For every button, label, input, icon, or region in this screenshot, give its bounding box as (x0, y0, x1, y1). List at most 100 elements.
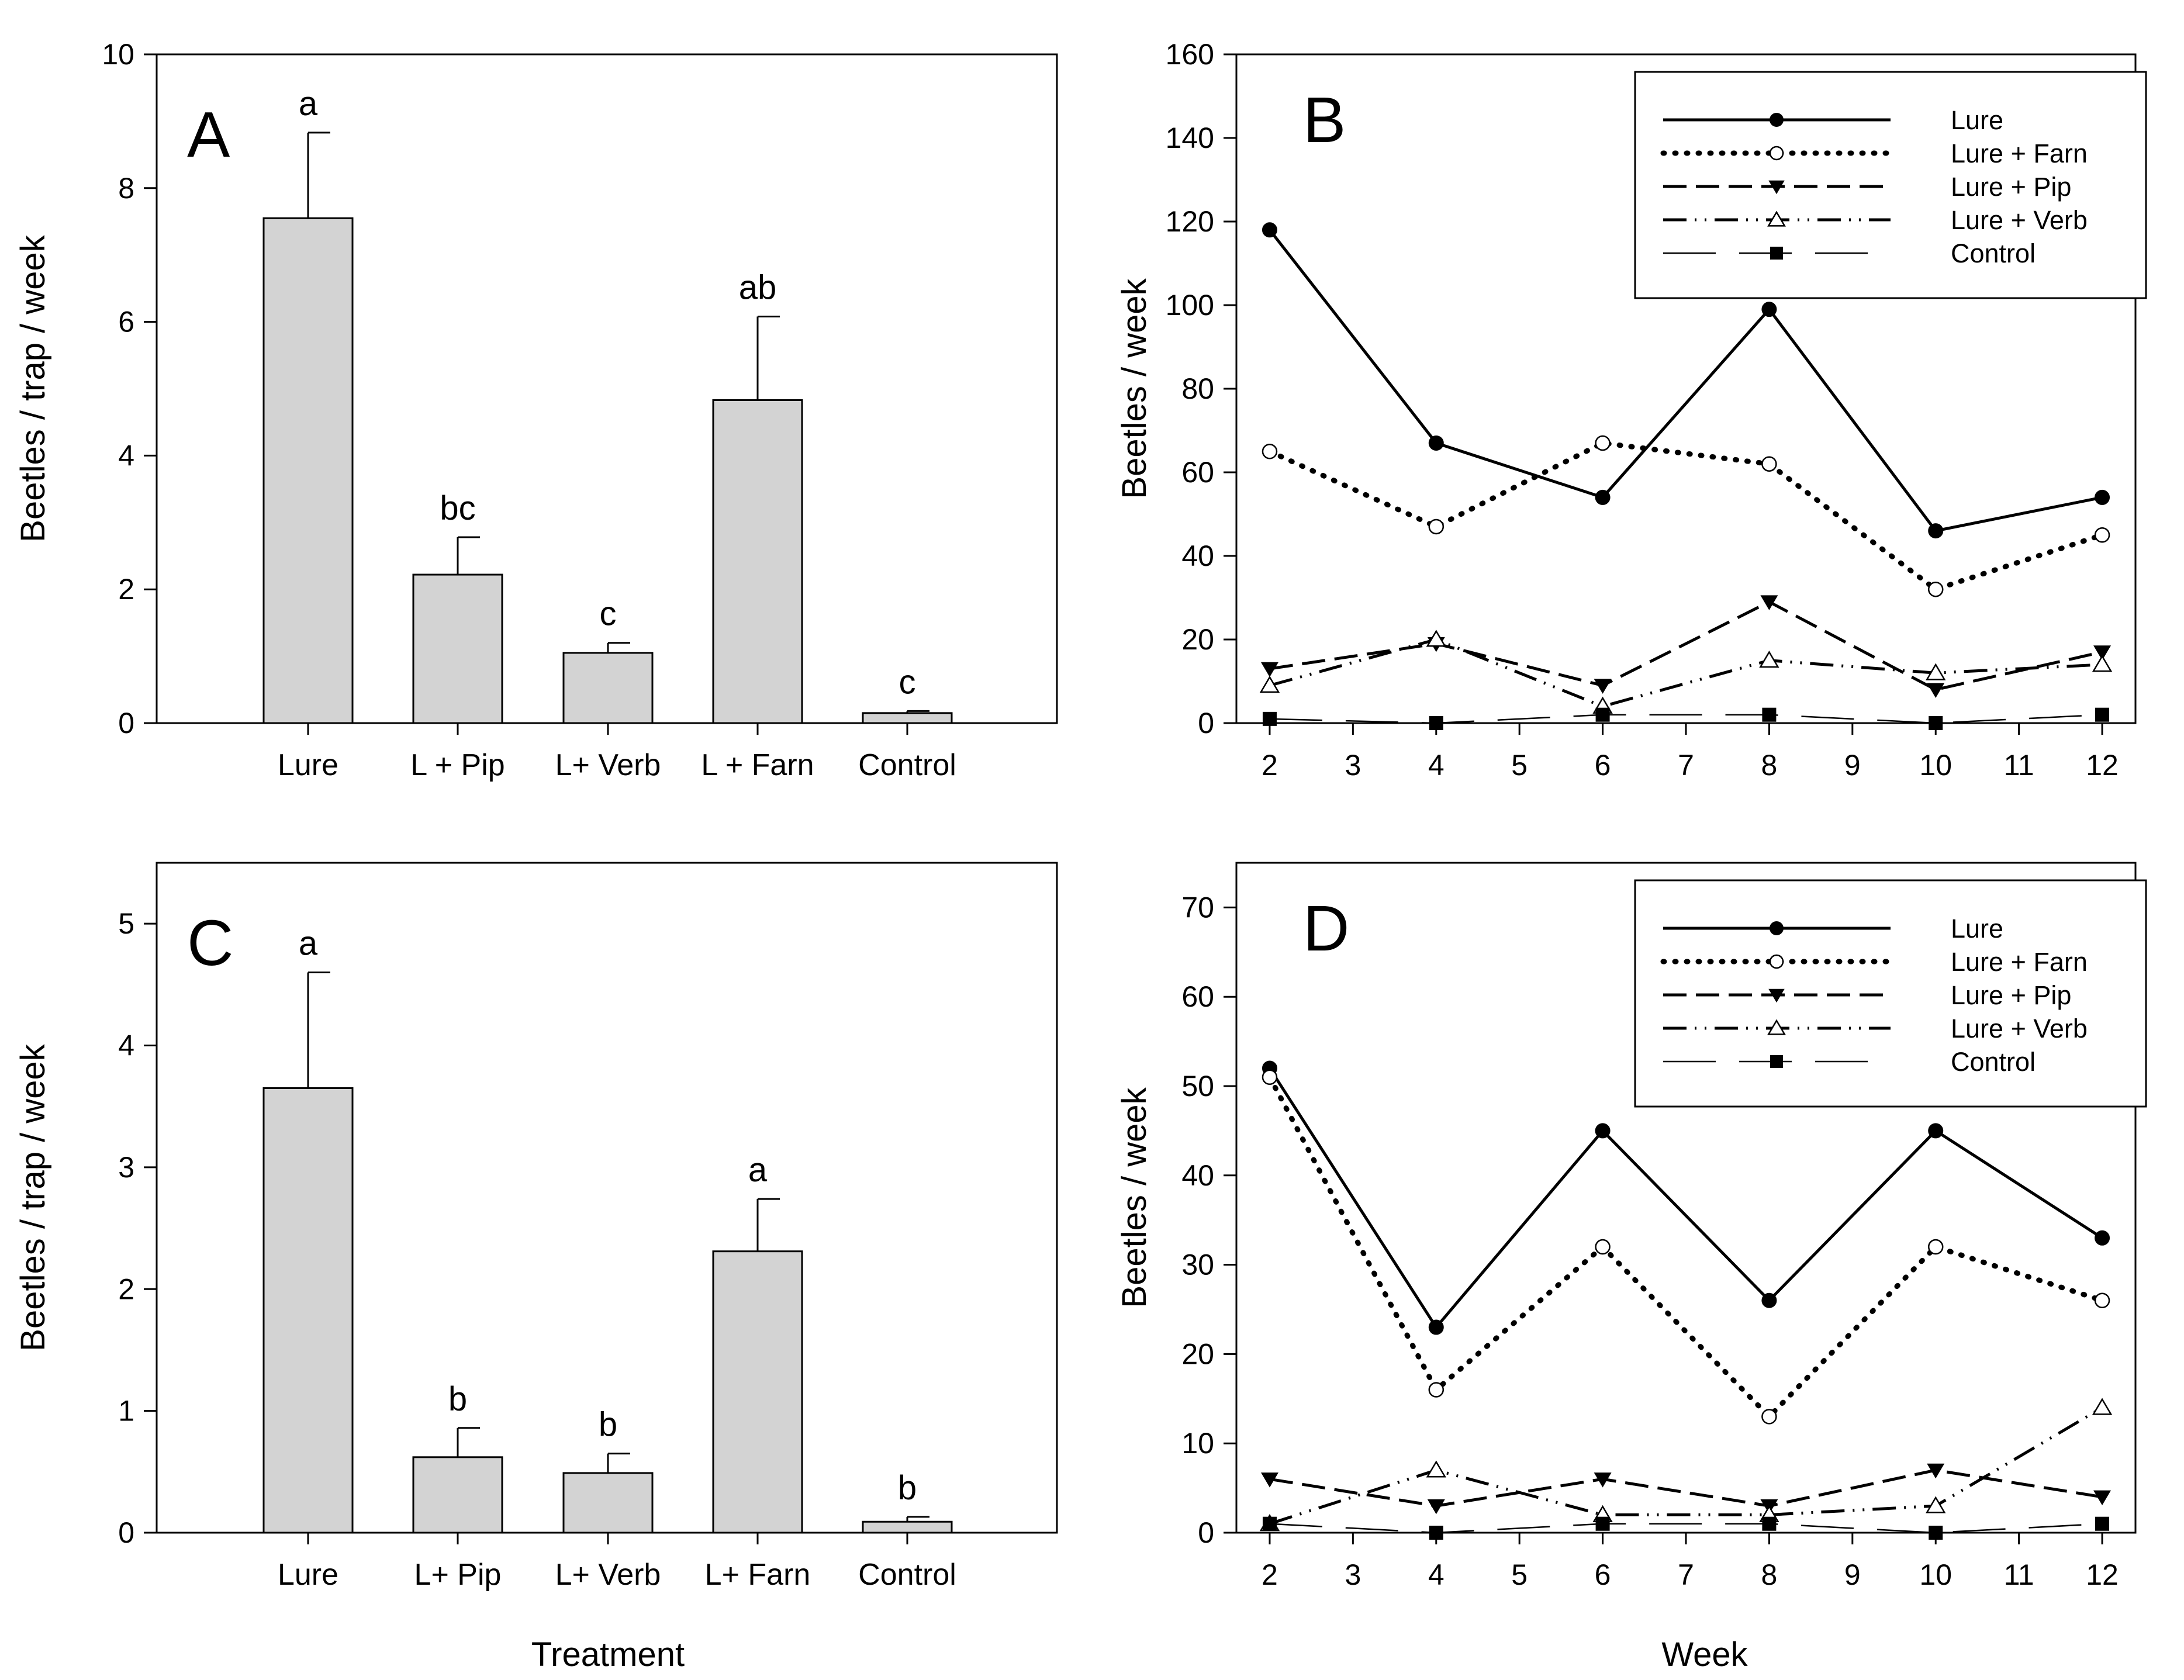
x-tick-label: 11 (2004, 1558, 2034, 1591)
data-point-lure (1595, 489, 1611, 505)
data-point-lure-pip (2093, 645, 2112, 661)
bar-l-farn (712, 1250, 803, 1534)
legend-marker-lure (1770, 113, 1784, 127)
data-point-lure-verb (2092, 655, 2113, 672)
significance-label: c (600, 595, 617, 633)
legend-label: Control (1951, 238, 2036, 268)
significance-label: a (748, 1151, 768, 1189)
y-tick-label: 120 (1166, 205, 1214, 238)
bar-control (862, 1520, 953, 1534)
data-point-control (1429, 716, 1443, 730)
series-line-lure (1268, 229, 2103, 533)
y-tick-label: 6 (118, 306, 134, 338)
data-point-control (1762, 1516, 1777, 1531)
data-point-lure (1262, 222, 1277, 238)
legend-marker-control (1770, 247, 1783, 260)
bar-lure (262, 217, 354, 724)
x-tick-label: 4 (1428, 749, 1445, 782)
series-line-control (1269, 714, 2103, 724)
y-tick-label: 30 (1181, 1249, 1214, 1281)
y-tick-label: 0 (1198, 707, 1214, 739)
data-point-lure (1928, 523, 1944, 539)
x-tick-label: 6 (1595, 1558, 1611, 1591)
y-tick-label: 3 (118, 1151, 134, 1184)
panel-a: 0 2 4 6 8 10 a Lure bc L + Pip c L+ Verb ab L + Farn c… (14, 38, 1058, 782)
y-tick-label: 140 (1166, 122, 1214, 154)
data-point-lure-farn (1262, 1069, 1278, 1085)
legend-box (1634, 879, 2147, 1108)
data-point-control (2095, 1516, 2110, 1531)
y-tick-label: 50 (1181, 1070, 1214, 1102)
data-point-control (1429, 1526, 1443, 1540)
bar-l-verb (562, 1472, 654, 1534)
data-point-lure-pip (1594, 1472, 1612, 1488)
y-tick-label: 0 (118, 707, 134, 739)
legend-label: Lure + Pip (1951, 980, 2071, 1010)
data-point-lure-verb (2092, 1398, 2113, 1415)
y-tick-label: 160 (1166, 38, 1214, 71)
y-tick-label: 10 (1181, 1427, 1214, 1460)
data-point-lure (1928, 1123, 1944, 1139)
legend-label: Lure + Pip (1951, 172, 2071, 202)
category-label: L+ Farn (705, 1558, 811, 1592)
data-point-lure-pip (1427, 1499, 1445, 1515)
category-label: L+ Verb (555, 1558, 661, 1592)
x-tick-label: 9 (1844, 1558, 1861, 1591)
y-tick-label: 0 (118, 1516, 134, 1549)
series-line-lure-pip (1269, 600, 2103, 692)
data-point-control (1929, 1526, 1943, 1540)
x-tick-label: 2 (1262, 749, 1278, 782)
x-tick-label: 12 (2086, 1558, 2119, 1591)
legend-label: Lure + Farn (1951, 947, 2088, 977)
y-axis-title: Beetles / trap / week (14, 1043, 52, 1351)
category-label: Lure (278, 1558, 338, 1592)
data-point-lure-farn (1761, 456, 1777, 472)
legend-marker-lure-verb (1767, 1019, 1786, 1035)
y-tick-label: 40 (1181, 1159, 1214, 1192)
x-tick-label: 10 (1919, 1558, 1952, 1591)
y-tick-label: 20 (1181, 623, 1214, 656)
legend-marker-lure (1770, 921, 1784, 935)
x-tick-label: 3 (1345, 749, 1361, 782)
panel-c: 0 1 2 3 4 5 a Lure b L+ Pip b L+ Verb a L+ Farn b Contr… (14, 862, 1058, 1674)
y-tick-label: 1 (118, 1395, 134, 1427)
data-point-control (1762, 707, 1777, 722)
x-axis-title: Week (1661, 1636, 1748, 1674)
series-line-lure (1268, 1067, 2103, 1330)
data-point-lure-farn (1428, 1382, 1445, 1398)
y-tick-label: 60 (1181, 456, 1214, 489)
legend-marker-control (1770, 1055, 1783, 1068)
data-point-lure-farn (2094, 1292, 2110, 1308)
bar-l-pip (412, 1456, 503, 1534)
data-point-lure-pip (1594, 679, 1612, 694)
category-label: Lure (278, 748, 338, 782)
data-point-lure-farn (1927, 1239, 1944, 1255)
data-point-control (1595, 707, 1610, 722)
series-line-lure-farn (1267, 1074, 2105, 1420)
y-axis-title: Beetles / trap / week (14, 234, 52, 542)
category-label: L+ Pip (414, 1558, 502, 1592)
series-line-lure-pip (1269, 1468, 2103, 1508)
data-point-control (1595, 1516, 1610, 1531)
y-tick-label: 80 (1181, 372, 1214, 405)
data-point-lure-farn (1595, 1239, 1611, 1255)
y-tick-label: 60 (1181, 980, 1214, 1013)
x-tick-label: 8 (1761, 749, 1778, 782)
data-point-control (1262, 711, 1277, 726)
legend-label: Lure (1951, 914, 2003, 943)
x-tick-label: 2 (1262, 1558, 1278, 1591)
y-axis-title: Beetles / week (1115, 278, 1153, 499)
significance-label: a (299, 925, 318, 963)
data-point-lure (2095, 489, 2110, 505)
significance-label: c (899, 663, 916, 701)
y-tick-label: 8 (118, 172, 134, 205)
significance-label: b (448, 1380, 467, 1418)
legend-label: Lure + Verb (1951, 1014, 2088, 1043)
data-point-lure (1595, 1123, 1611, 1139)
category-label: Control (858, 748, 956, 782)
x-tick-label: 7 (1678, 1558, 1694, 1591)
data-point-lure-farn (1262, 444, 1278, 459)
data-point-lure-pip (1760, 595, 1778, 610)
x-tick-label: 8 (1761, 1558, 1778, 1591)
data-point-lure-pip (1927, 683, 1945, 699)
